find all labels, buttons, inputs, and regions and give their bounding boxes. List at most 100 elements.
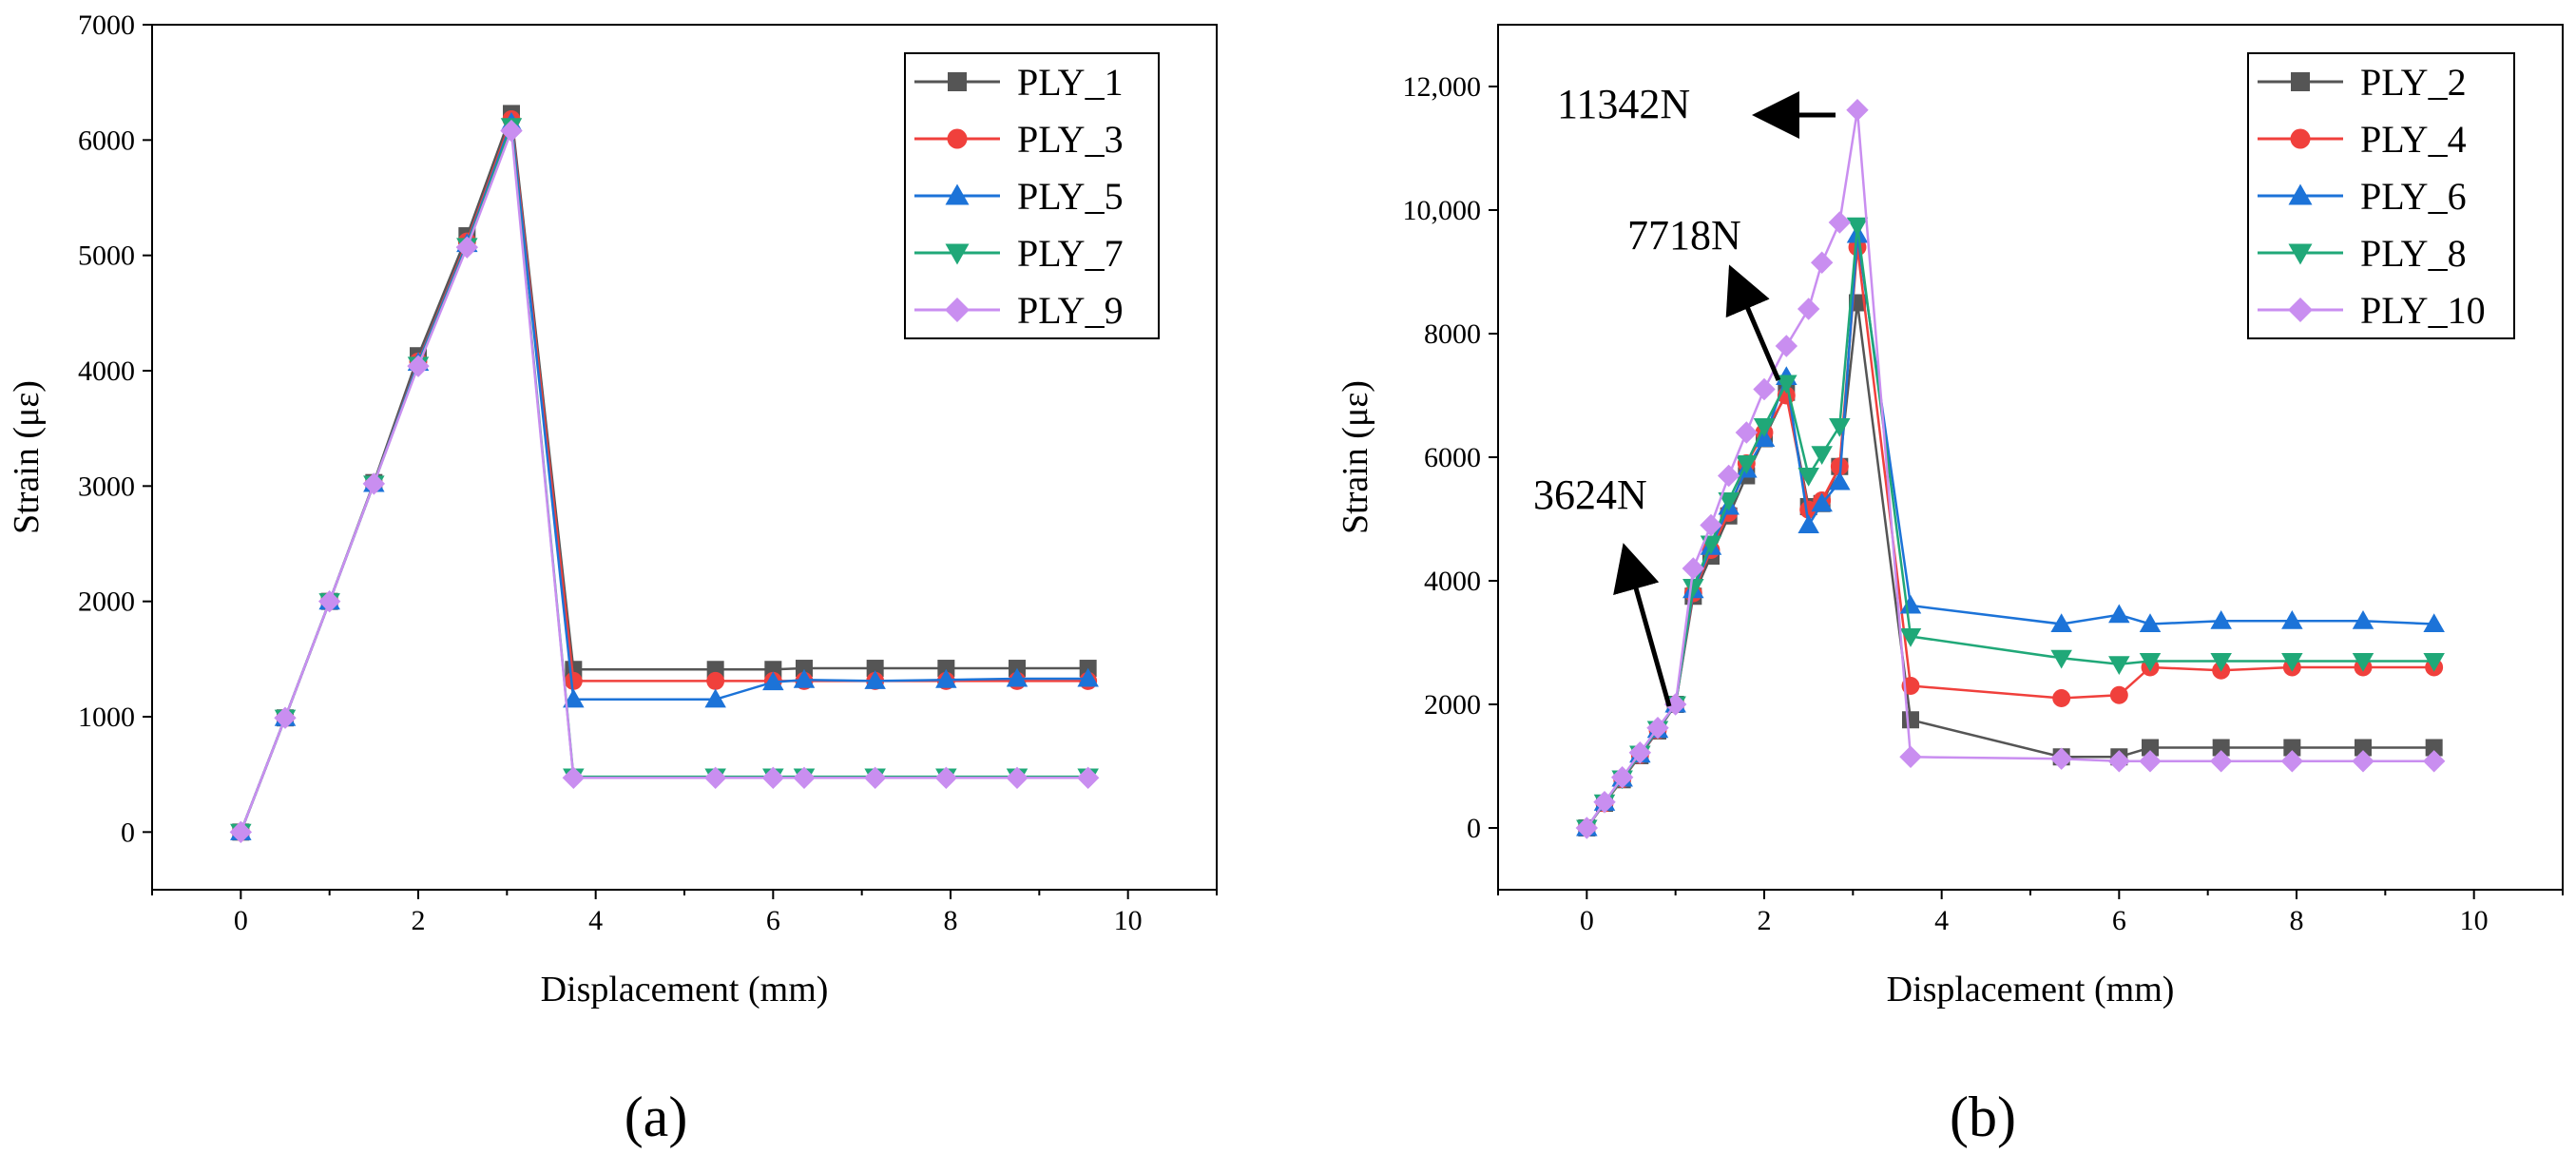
x-tick-label: 0	[1580, 905, 1594, 936]
data-point	[1846, 99, 1869, 122]
data-point	[2052, 689, 2071, 707]
panel-label: (a)	[625, 1086, 688, 1148]
data-point	[2283, 739, 2301, 757]
y-tick-label: 10,000	[1403, 195, 1482, 226]
data-point	[935, 668, 957, 688]
chart-a: 0 2 4 6 8 10 0 1000 2000 3000 4000 5000 6000 7000 Disp…	[7, 10, 1218, 1148]
data-point	[2209, 750, 2233, 773]
x-tick-label: 6	[766, 905, 780, 936]
data-point	[317, 589, 341, 613]
data-point	[2107, 750, 2131, 773]
legend: PLY_2 PLY_4 PLY_6 PLY_8 PLY_10	[2247, 52, 2515, 339]
y-tick-label: 2000	[78, 586, 135, 618]
data-point	[407, 355, 430, 377]
y-tick-label: 4000	[1424, 566, 1481, 597]
data-point	[2352, 610, 2374, 629]
data-point	[562, 766, 586, 790]
data-point	[2355, 739, 2372, 757]
data-point	[2422, 750, 2446, 773]
data-point	[2139, 750, 2162, 773]
data-point	[1663, 693, 1687, 716]
data-point	[2108, 604, 2130, 624]
legend-label: PLY_3	[1017, 118, 1124, 161]
annotation-arrow	[1725, 264, 1781, 381]
x-axis-label: Displacement (mm)	[1887, 970, 2175, 1010]
data-point	[706, 671, 725, 690]
data-point	[1829, 471, 1851, 490]
annotation-label: 11342N	[1557, 81, 1690, 127]
data-point	[2050, 613, 2072, 633]
data-point	[1575, 817, 1599, 839]
legend-label: PLY_6	[2360, 175, 2467, 218]
legend-marker	[2290, 128, 2311, 149]
data-point	[2210, 652, 2232, 672]
y-tick-label: 7000	[78, 10, 135, 41]
data-point	[1797, 467, 1819, 487]
data-point	[2280, 750, 2304, 773]
y-tick-label: 0	[121, 817, 135, 848]
data-point	[2050, 649, 2072, 669]
data-point	[564, 671, 583, 690]
data-point	[2352, 750, 2374, 773]
data-point	[1899, 745, 1922, 768]
y-tick-label: 1000	[78, 702, 135, 733]
legend-marker	[2288, 243, 2313, 265]
data-point	[1006, 667, 1028, 687]
data-point	[1902, 711, 1919, 729]
x-tick-label: 10	[2460, 905, 2489, 936]
data-point	[1006, 766, 1028, 790]
legend-label: PLY_4	[2360, 118, 2467, 161]
data-point	[1682, 557, 1705, 580]
y-axis-label: Strain (με)	[1336, 380, 1375, 534]
data-point	[934, 766, 958, 790]
data-point	[2423, 613, 2445, 633]
data-point	[1811, 446, 1833, 465]
data-point	[1610, 766, 1634, 789]
legend-label: PLY_2	[2360, 61, 2467, 104]
data-point	[793, 766, 816, 790]
x-tick-label: 8	[944, 905, 958, 936]
data-point	[864, 670, 886, 689]
data-point	[937, 660, 955, 678]
series-ply-2	[1578, 294, 2443, 836]
data-point	[2142, 739, 2159, 757]
y-tick-label: 0	[1467, 813, 1481, 844]
data-point	[1797, 514, 1819, 534]
legend: PLY_1 PLY_3 PLY_5 PLY_7 PLY_9	[904, 52, 1160, 339]
data-point	[1846, 217, 1869, 237]
data-point	[866, 660, 884, 678]
data-point	[2139, 652, 2162, 672]
panel-label: (b)	[1950, 1086, 2016, 1148]
data-point	[2139, 613, 2162, 633]
legend-marker	[945, 298, 970, 322]
x-tick-label: 10	[1114, 905, 1143, 936]
data-point	[2281, 610, 2303, 629]
y-tick-label: 12,000	[1403, 71, 1482, 103]
series-line	[1586, 302, 2434, 829]
data-point	[1776, 375, 1797, 394]
data-point	[229, 820, 253, 844]
series-ply-9	[229, 119, 1100, 844]
data-point	[2423, 652, 2445, 672]
data-point	[2212, 739, 2230, 757]
annotation: 7718N	[1627, 212, 1781, 381]
data-point	[2210, 610, 2232, 629]
legend-label: PLY_5	[1017, 175, 1124, 218]
y-tick-label: 8000	[1424, 318, 1481, 350]
annotation: 3624N	[1533, 471, 1672, 707]
y-tick-label: 6000	[1424, 442, 1481, 473]
legend-marker	[947, 128, 968, 149]
data-point	[1593, 791, 1616, 814]
x-axis-label: Displacement (mm)	[541, 970, 829, 1010]
data-point	[1628, 741, 1652, 764]
data-point	[2425, 739, 2443, 757]
data-point	[274, 706, 297, 729]
data-point	[1682, 578, 1704, 598]
x-tick-label: 4	[588, 905, 603, 936]
data-point	[1077, 667, 1099, 687]
y-tick-label: 6000	[78, 125, 135, 156]
annotation-label: 3624N	[1533, 471, 1647, 518]
data-point	[1076, 766, 1100, 790]
legend-label: PLY_9	[1017, 289, 1124, 332]
data-point	[762, 671, 784, 691]
